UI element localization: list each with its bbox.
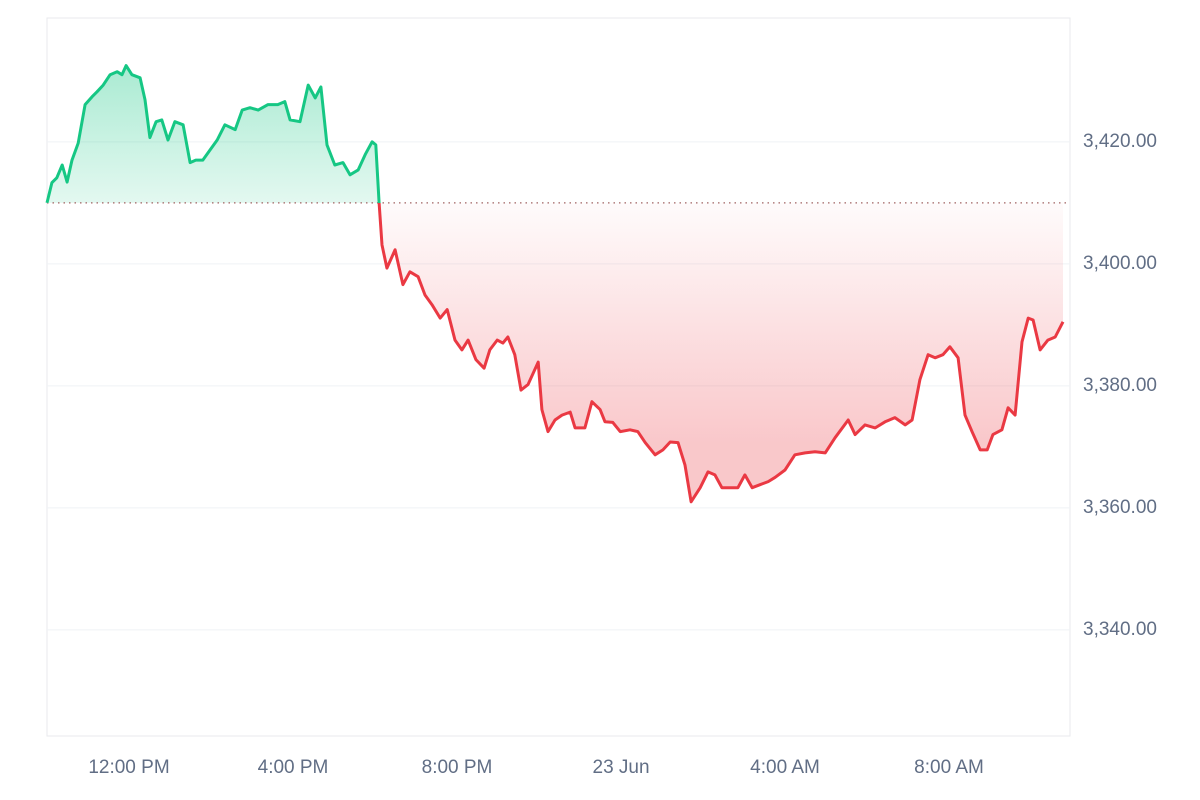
x-tick-label: 4:00 AM	[750, 757, 820, 778]
area	[47, 65, 1063, 502]
y-tick-label: 3,380.00	[1083, 375, 1157, 396]
x-tick-label: 23 Jun	[593, 757, 650, 778]
price-line	[45, 64, 1065, 504]
x-tick-label: 8:00 AM	[914, 757, 984, 778]
y-tick-label: 3,340.00	[1083, 619, 1157, 640]
x-tick-label: 8:00 PM	[422, 757, 493, 778]
y-tick-label: 3,360.00	[1083, 497, 1157, 518]
x-tick-label: 4:00 PM	[258, 757, 329, 778]
x-tick-label: 12:00 PM	[88, 757, 169, 778]
y-tick-label: 3,400.00	[1083, 253, 1157, 274]
plot-frame	[46, 17, 1071, 737]
y-tick-label: 3,420.00	[1083, 131, 1157, 152]
